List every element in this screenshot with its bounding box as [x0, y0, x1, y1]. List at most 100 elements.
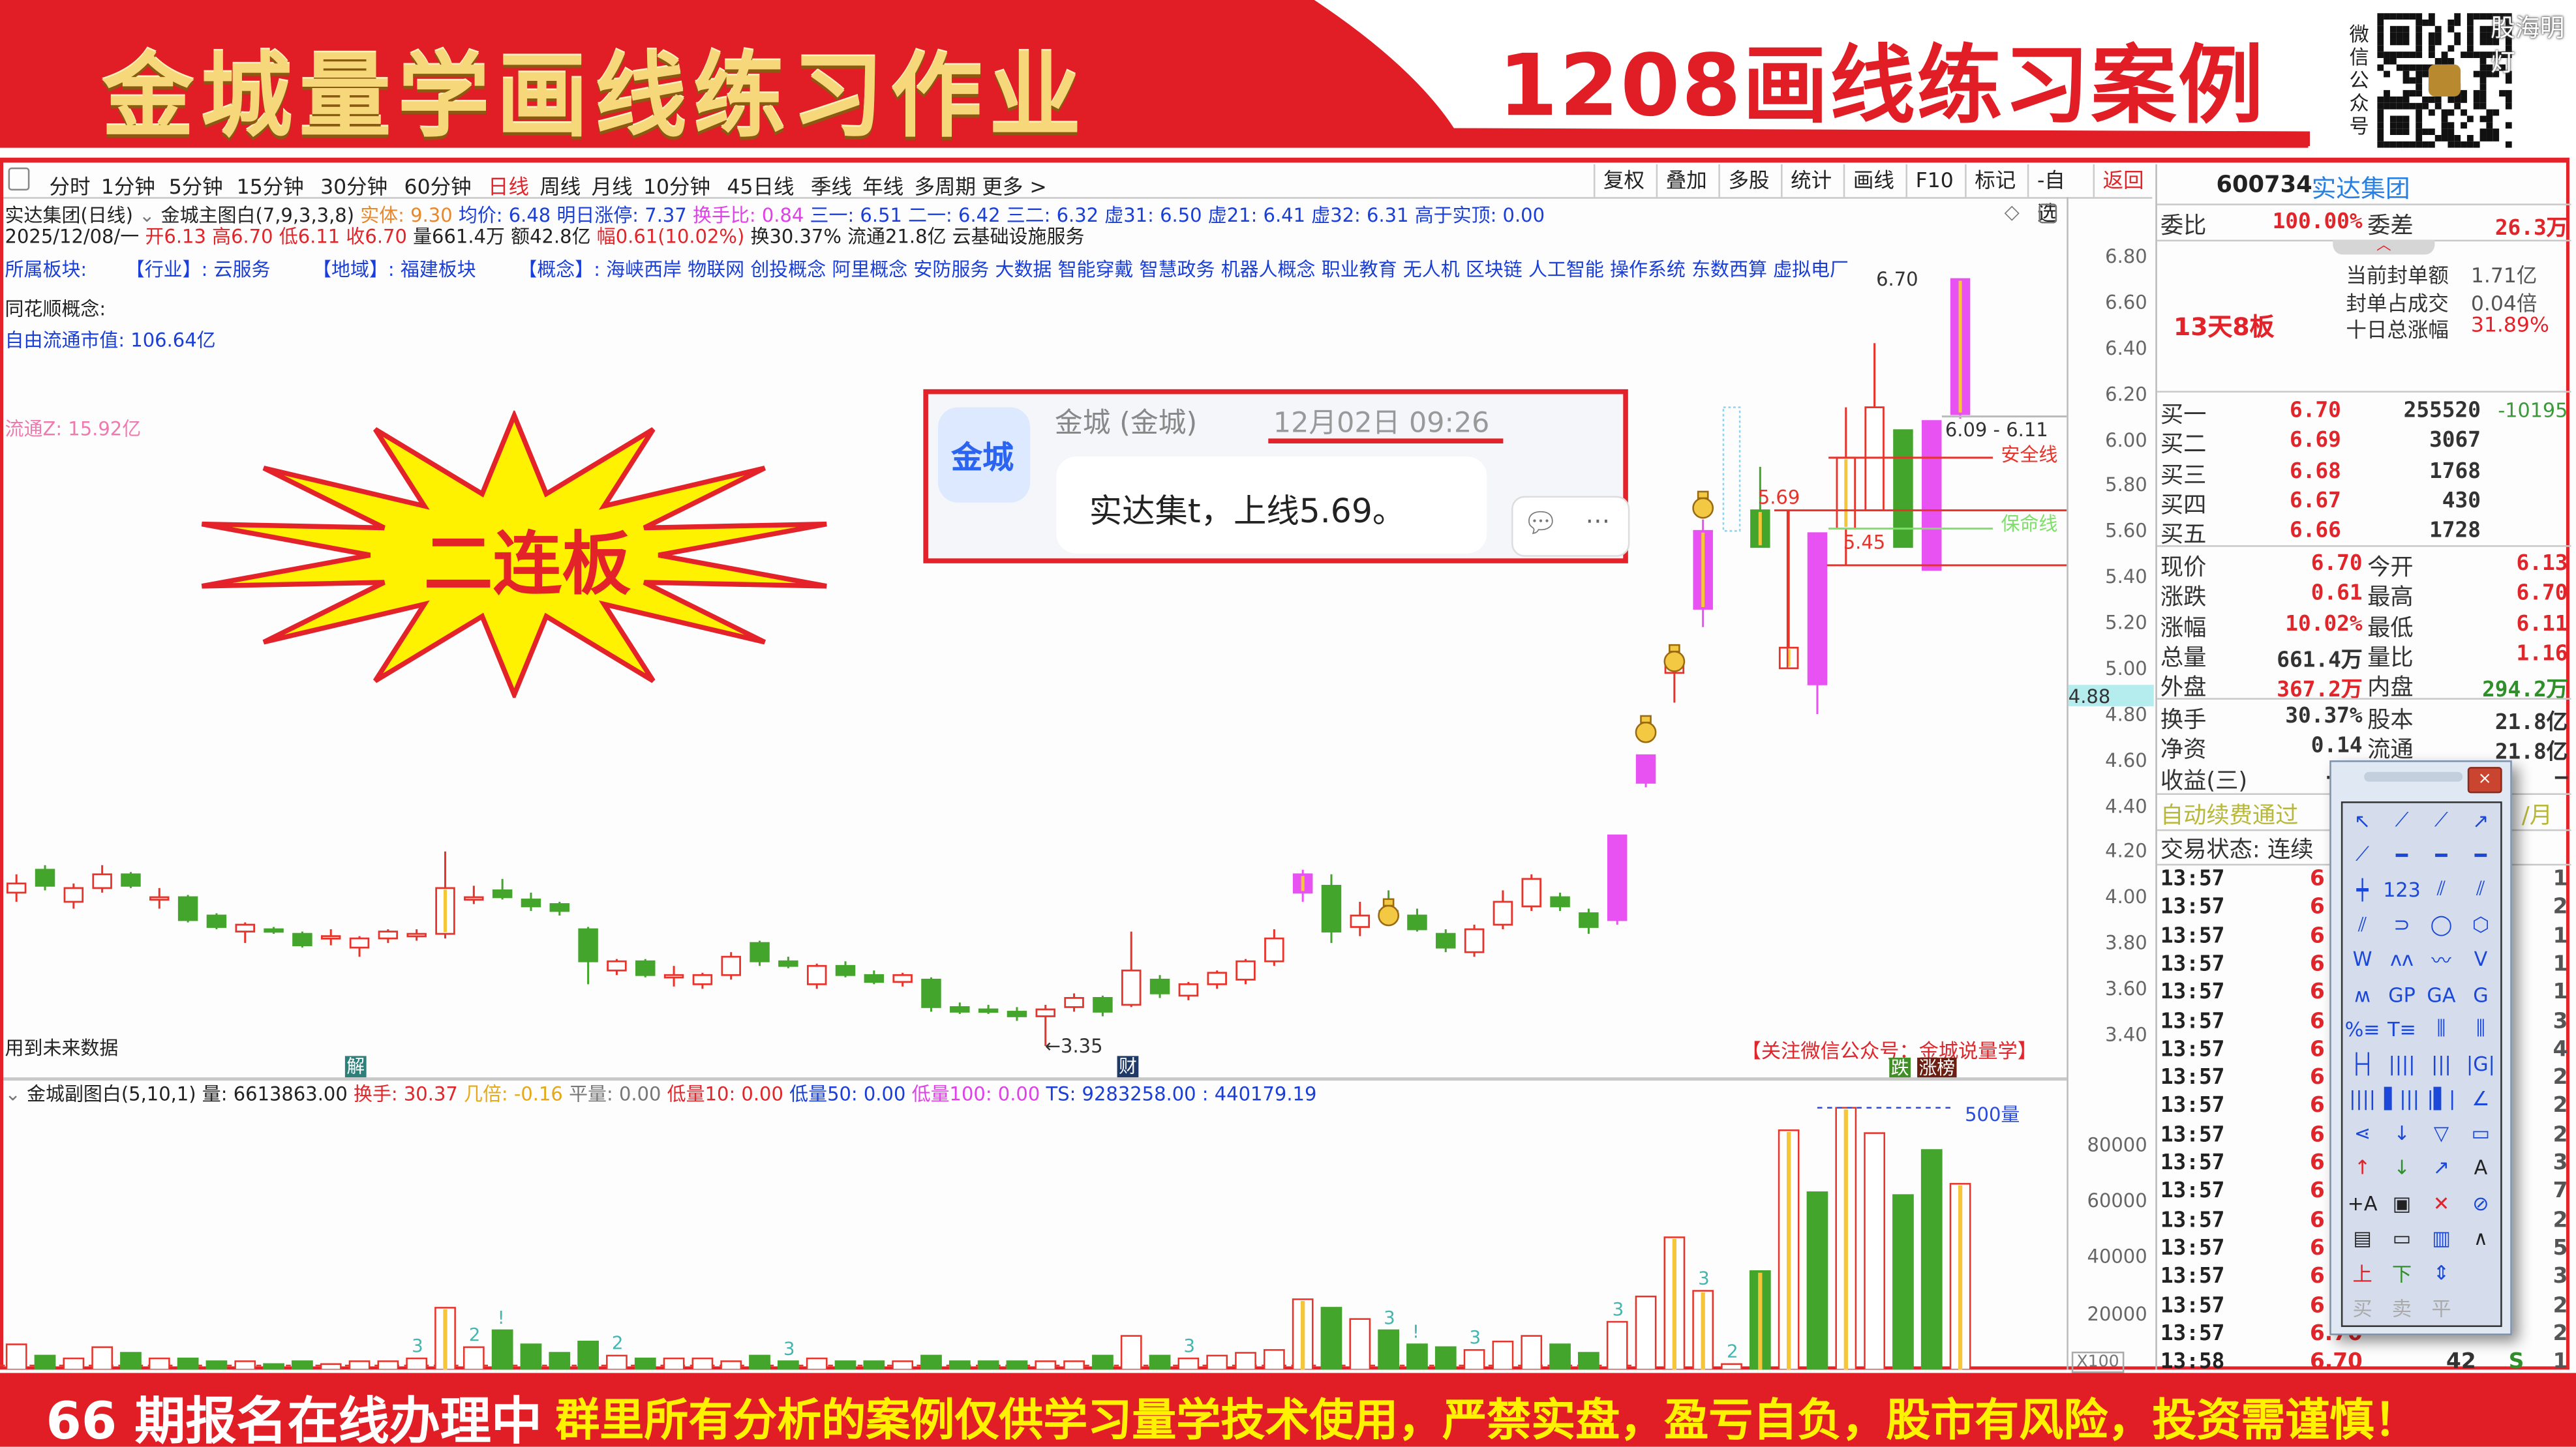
up-arrow-icon[interactable]: ↑	[2354, 1157, 2371, 1180]
candle[interactable]	[950, 1002, 970, 1014]
arc-icon[interactable]: ⊃	[2393, 913, 2410, 936]
candle[interactable]	[1207, 970, 1227, 989]
period-tab-13[interactable]: 多周期	[914, 173, 977, 199]
volume-bar[interactable]	[892, 1360, 914, 1370]
delete-icon[interactable]: ✕	[2432, 1191, 2450, 1215]
hide-show-icon[interactable]: ⊘	[2472, 1191, 2489, 1215]
volume-bar[interactable]	[91, 1346, 114, 1370]
period-tab-5[interactable]: 60分钟	[404, 173, 472, 199]
percent-lines-icon[interactable]: %≡	[2344, 1017, 2380, 1041]
vertical-line-icon[interactable]: ┿	[2356, 878, 2369, 902]
volume-bar[interactable]	[778, 1360, 799, 1370]
candle[interactable]	[1178, 981, 1199, 1000]
more-icon[interactable]: ⋯	[1585, 505, 1611, 536]
flat-mark-icon[interactable]: 平	[2431, 1296, 2451, 1320]
volume-bar[interactable]	[1463, 1349, 1485, 1370]
candle[interactable]	[1350, 901, 1371, 936]
text-icon[interactable]: A	[2474, 1157, 2488, 1180]
arrow-line-icon[interactable]: ↗	[2432, 1157, 2450, 1180]
v-arrow-icon[interactable]: ↓	[2393, 1122, 2410, 1146]
circle-icon[interactable]: ◯	[2430, 913, 2453, 936]
candle[interactable]	[464, 886, 484, 904]
frame-icon[interactable]: ▣	[2392, 1191, 2412, 1215]
candle[interactable]	[607, 959, 627, 976]
candle[interactable]	[635, 959, 656, 977]
unlock-badge[interactable]: 解	[344, 1056, 367, 1078]
volume-bar[interactable]	[1806, 1191, 1828, 1370]
candle[interactable]	[92, 865, 112, 893]
candle[interactable]	[1864, 343, 1885, 511]
period-tab-4[interactable]: 30分钟	[320, 173, 388, 199]
volume-bar[interactable]	[948, 1360, 971, 1370]
volume-bar[interactable]	[1892, 1194, 1914, 1370]
volume-bar[interactable]	[263, 1363, 284, 1370]
volume-bar[interactable]	[377, 1360, 399, 1370]
volume-bar[interactable]	[1206, 1354, 1228, 1370]
fall-badge[interactable]: 跌	[1889, 1057, 1911, 1079]
candle[interactable]	[1607, 834, 1628, 925]
candle[interactable]	[521, 892, 541, 911]
gann-g-icon[interactable]: G	[2473, 983, 2489, 1006]
toolbar-button-6[interactable]: 标记	[1965, 164, 2027, 198]
volume-bar[interactable]	[977, 1360, 999, 1370]
up-down-mark-icon[interactable]: ⇕	[2432, 1261, 2450, 1285]
trend-channel-icon[interactable]: ⫽	[2357, 912, 2367, 936]
volume-bar[interactable]	[1721, 1363, 1742, 1370]
volume-bar[interactable]	[1578, 1352, 1599, 1370]
volume-bar[interactable]	[1349, 1318, 1371, 1370]
bid-price[interactable]: 6.70	[2290, 398, 2341, 424]
volume-bar[interactable]	[491, 1329, 513, 1370]
horizontal-line-icon[interactable]: ━	[2474, 843, 2487, 867]
candle[interactable]	[1121, 931, 1142, 1007]
sticker-icon[interactable]: ▥	[2432, 1226, 2451, 1250]
speed-lines-icon[interactable]: ⋖	[2354, 1122, 2371, 1146]
price-label-icon[interactable]: 123	[2383, 878, 2421, 902]
volume-bar[interactable]	[549, 1352, 571, 1370]
volume-bar[interactable]	[1864, 1132, 1885, 1370]
volume-bar[interactable]	[691, 1357, 714, 1370]
candle[interactable]	[1778, 510, 1799, 670]
period-tab-3[interactable]: 15分钟	[236, 173, 304, 199]
cycle-g-icon[interactable]: |||	[2431, 1052, 2451, 1076]
period-tab-11[interactable]: 季线	[810, 173, 852, 199]
toolbar-button-4[interactable]: 画线	[1843, 164, 1906, 198]
candle[interactable]	[892, 972, 913, 987]
parallel-channel-icon[interactable]: ⫽	[2436, 878, 2446, 901]
add-text-icon[interactable]: +A	[2347, 1191, 2378, 1215]
candle[interactable]	[1464, 925, 1485, 957]
parallel-lines-icon[interactable]: ⫽	[2476, 878, 2485, 901]
volume-bar[interactable]	[520, 1343, 542, 1370]
period-tab-8[interactable]: 月线	[591, 173, 633, 199]
period-tab-7[interactable]: 周线	[539, 173, 581, 199]
sector-industry[interactable]: 【行业】: 云服务	[125, 258, 271, 281]
volume-chart[interactable]: 500量 3 2! 2 3 3 3! 3 3 3 2	[0, 1103, 2067, 1370]
candle[interactable]	[1264, 929, 1284, 966]
candle[interactable]	[835, 961, 856, 977]
cycle-lines-3-icon[interactable]: |▌|	[2427, 1087, 2456, 1111]
volume-bar[interactable]	[577, 1340, 599, 1370]
volume-bar[interactable]	[863, 1360, 885, 1370]
sell-mark-icon[interactable]: 卖	[2391, 1296, 2412, 1320]
reply-icon[interactable]: 💬︎	[1523, 507, 1559, 541]
volume-bar[interactable]	[1149, 1354, 1171, 1370]
candle[interactable]	[1579, 908, 1599, 934]
fan-bars-2-icon[interactable]: ⫼	[2476, 1017, 2485, 1040]
candle[interactable]	[320, 929, 341, 946]
collapse-chevron-icon[interactable]: ︿	[2333, 239, 2435, 255]
candle[interactable]	[1093, 995, 1113, 1017]
angle-fan-icon[interactable]: ∠	[2472, 1087, 2490, 1111]
panel-icon[interactable]	[2038, 203, 2057, 224]
candle[interactable]	[206, 913, 227, 930]
candle[interactable]	[406, 929, 427, 941]
toolbar-button-1[interactable]: 叠加	[1656, 164, 1719, 198]
candle[interactable]	[978, 1004, 999, 1014]
volume-bar[interactable]	[120, 1352, 142, 1370]
chevron-down-icon[interactable]: ⌄	[139, 203, 155, 227]
period-tab-9[interactable]: 10分钟	[643, 173, 711, 199]
candle[interactable]	[492, 878, 513, 900]
volume-bar[interactable]	[34, 1354, 56, 1370]
volume-bar[interactable]	[1406, 1343, 1428, 1370]
candle[interactable]	[63, 883, 84, 909]
volume-bar[interactable]	[1006, 1360, 1028, 1370]
volume-bar[interactable]	[1920, 1149, 1943, 1370]
